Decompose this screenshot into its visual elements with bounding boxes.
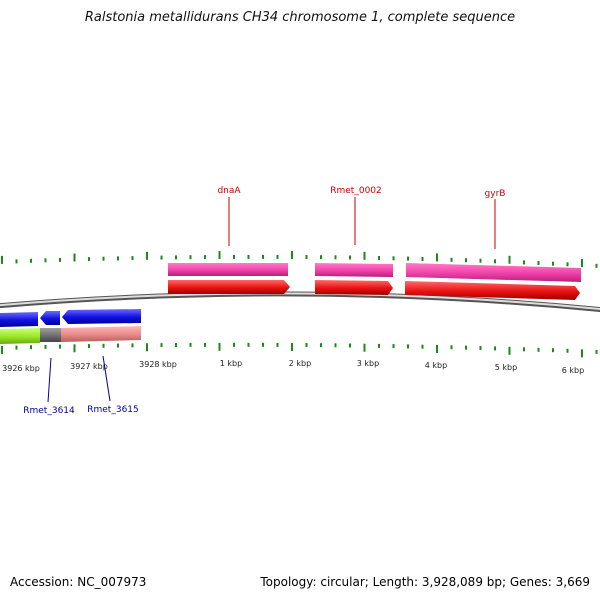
cds-Rmet_0002-arrow[interactable]: [315, 280, 393, 295]
gene-label-Rmet_0002[interactable]: Rmet_0002: [330, 186, 382, 196]
cds-gyrB-arrow[interactable]: [405, 281, 580, 300]
gene-label-gyrB[interactable]: gyrB: [485, 189, 506, 199]
cds-dnaA-arrow[interactable]: [168, 280, 290, 294]
scale-label: 4 kbp: [425, 361, 447, 370]
gene-label-Rmet_3615[interactable]: Rmet_3615: [87, 405, 139, 415]
label-leader-line: [102, 355, 111, 402]
scale-label: 1 kbp: [220, 359, 242, 368]
gene-label-dnaA[interactable]: dnaA: [217, 186, 241, 196]
gene-Rmet_3614[interactable]: [40, 328, 61, 342]
scale-label: 3926 kbp: [2, 364, 40, 373]
scale-label: 3 kbp: [357, 359, 379, 368]
gene-Rmet_3615[interactable]: [61, 326, 141, 342]
gene-left-green[interactable]: [0, 328, 40, 344]
outer-tick-marks: [1, 251, 598, 268]
cds-Rmet_3614-arrow[interactable]: [40, 311, 60, 325]
inner-tick-marks: [1, 342, 598, 358]
scale-label: 2 kbp: [289, 359, 311, 368]
label-leader-line: [47, 357, 52, 403]
scale-labels: 3926 kbp 3927 kbp 3928 kbp 1 kbp 2 kbp 3…: [2, 359, 584, 375]
reverse-gene-labels: Rmet_3614 Rmet_3615: [23, 355, 139, 416]
genome-summary-text: Topology: circular; Length: 3,928,089 bp…: [260, 575, 590, 589]
scale-label: 3927 kbp: [70, 362, 108, 371]
scale-label: 6 kbp: [562, 366, 584, 375]
gene-dnaA[interactable]: [168, 263, 288, 276]
cds-left-blue-arrow[interactable]: [0, 312, 38, 327]
cds-Rmet_3615-arrow[interactable]: [62, 309, 141, 324]
gene-label-Rmet_3614[interactable]: Rmet_3614: [23, 406, 75, 416]
accession-text: Accession: NC_007973: [10, 575, 147, 589]
map-title: Ralstonia metallidurans CH34 chromosome …: [84, 10, 516, 25]
scale-label: 3928 kbp: [139, 360, 177, 369]
gene-gyrB[interactable]: [406, 263, 581, 282]
forward-gene-labels: dnaA Rmet_0002 gyrB: [217, 186, 505, 249]
scale-label: 5 kbp: [495, 363, 517, 372]
gene-Rmet_0002[interactable]: [315, 263, 393, 277]
